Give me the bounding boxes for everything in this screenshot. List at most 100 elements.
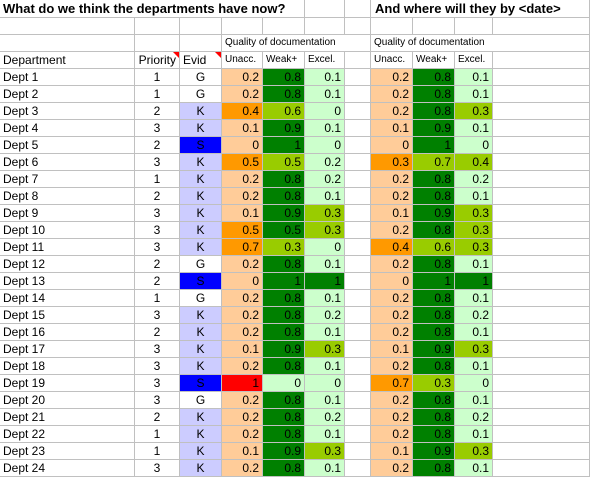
group-header: Quality of documentation bbox=[371, 35, 498, 51]
priority: 3 bbox=[135, 120, 180, 137]
department: Dept 2 bbox=[0, 86, 135, 103]
cell bbox=[345, 69, 371, 86]
cell bbox=[345, 103, 371, 120]
department: Dept 11 bbox=[0, 239, 135, 256]
future-value: 0 bbox=[371, 273, 413, 290]
cell bbox=[493, 222, 590, 239]
priority: 2 bbox=[135, 103, 180, 120]
cell bbox=[493, 256, 590, 273]
future-value: 0.8 bbox=[413, 392, 455, 409]
future-value: 0.8 bbox=[413, 460, 455, 477]
now-value: 0.8 bbox=[263, 69, 305, 86]
now-value: 1 bbox=[305, 273, 345, 290]
now-value: 0.9 bbox=[263, 443, 305, 460]
now-value: 0.1 bbox=[222, 205, 263, 222]
cell bbox=[493, 409, 590, 426]
future-value: 0 bbox=[455, 137, 493, 154]
future-value: 0.8 bbox=[413, 307, 455, 324]
evid: K bbox=[180, 188, 222, 205]
now-value: 0.2 bbox=[222, 324, 263, 341]
priority: 3 bbox=[135, 341, 180, 358]
now-value: 0.8 bbox=[263, 426, 305, 443]
column-header: Weak+ bbox=[263, 52, 305, 69]
evid: K bbox=[180, 409, 222, 426]
future-value: 0.3 bbox=[455, 341, 493, 358]
priority: 3 bbox=[135, 375, 180, 392]
column-header: Excel. bbox=[305, 52, 345, 69]
cell bbox=[493, 324, 590, 341]
now-value: 0.8 bbox=[263, 86, 305, 103]
now-value: 0.8 bbox=[263, 171, 305, 188]
now-value: 0 bbox=[305, 103, 345, 120]
now-value: 0.7 bbox=[222, 239, 263, 256]
future-value: 0.8 bbox=[413, 426, 455, 443]
now-value: 0.3 bbox=[305, 222, 345, 239]
priority: 3 bbox=[135, 307, 180, 324]
cell bbox=[493, 443, 590, 460]
future-value: 1 bbox=[455, 273, 493, 290]
priority: 3 bbox=[135, 222, 180, 239]
now-value: 0.3 bbox=[305, 341, 345, 358]
now-value: 0.8 bbox=[263, 392, 305, 409]
priority: 3 bbox=[135, 154, 180, 171]
cell bbox=[345, 0, 371, 18]
evid: G bbox=[180, 86, 222, 103]
priority: 1 bbox=[135, 290, 180, 307]
future-value: 0.8 bbox=[413, 86, 455, 103]
future-value: 0.8 bbox=[413, 69, 455, 86]
now-value: 0.8 bbox=[263, 290, 305, 307]
future-value: 0.1 bbox=[455, 460, 493, 477]
cell bbox=[135, 18, 180, 35]
cell bbox=[345, 86, 371, 103]
cell bbox=[345, 273, 371, 290]
future-value: 0.8 bbox=[413, 171, 455, 188]
future-value: 0.1 bbox=[371, 120, 413, 137]
evid: K bbox=[180, 358, 222, 375]
evid: K bbox=[180, 222, 222, 239]
department: Dept 13 bbox=[0, 273, 135, 290]
column-header: Unacc. bbox=[371, 52, 413, 69]
cell bbox=[345, 205, 371, 222]
future-value: 0.2 bbox=[455, 409, 493, 426]
future-value: 0.2 bbox=[371, 86, 413, 103]
now-value: 0.1 bbox=[305, 290, 345, 307]
priority: 2 bbox=[135, 256, 180, 273]
future-value: 0.6 bbox=[413, 239, 455, 256]
now-value: 1 bbox=[222, 375, 263, 392]
cell bbox=[345, 18, 371, 35]
priority: 1 bbox=[135, 86, 180, 103]
future-value: 0.2 bbox=[455, 171, 493, 188]
future-value: 0.1 bbox=[455, 188, 493, 205]
sheet-title: What do we think the departments have no… bbox=[0, 0, 289, 17]
department: Dept 18 bbox=[0, 358, 135, 375]
priority: 1 bbox=[135, 443, 180, 460]
evid: G bbox=[180, 69, 222, 86]
future-value: 0.8 bbox=[413, 188, 455, 205]
cell bbox=[493, 307, 590, 324]
priority: 2 bbox=[135, 137, 180, 154]
now-value: 0.3 bbox=[263, 239, 305, 256]
now-value: 0.1 bbox=[222, 443, 263, 460]
cell bbox=[135, 35, 180, 52]
now-value: 0.2 bbox=[305, 171, 345, 188]
cell bbox=[345, 188, 371, 205]
cell bbox=[305, 0, 345, 18]
now-value: 0.5 bbox=[222, 222, 263, 239]
cell bbox=[493, 171, 590, 188]
evid: G bbox=[180, 392, 222, 409]
evid: K bbox=[180, 443, 222, 460]
cell bbox=[345, 154, 371, 171]
cell bbox=[345, 171, 371, 188]
department: Dept 6 bbox=[0, 154, 135, 171]
cell bbox=[305, 18, 345, 35]
now-value: 0.6 bbox=[263, 103, 305, 120]
priority: 2 bbox=[135, 324, 180, 341]
future-value: 0.1 bbox=[455, 256, 493, 273]
evid: K bbox=[180, 205, 222, 222]
group-header: Quality of documentation bbox=[222, 35, 350, 51]
now-value: 0.1 bbox=[222, 341, 263, 358]
future-value: 0.2 bbox=[371, 256, 413, 273]
future-value: 0.2 bbox=[371, 69, 413, 86]
evid: K bbox=[180, 341, 222, 358]
department: Dept 15 bbox=[0, 307, 135, 324]
